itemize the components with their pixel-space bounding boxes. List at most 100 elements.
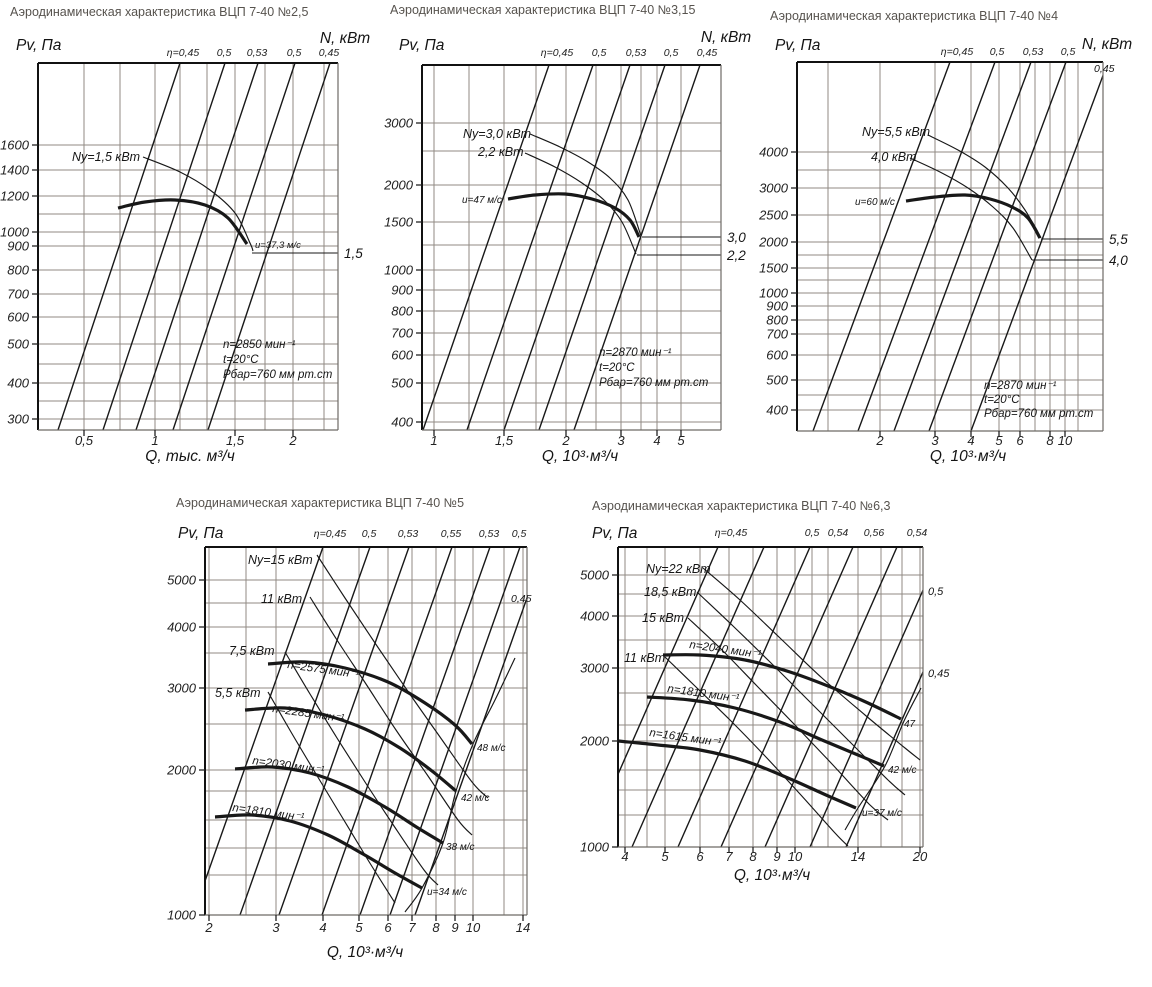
y-tick-label: 3000 <box>384 116 414 131</box>
power-label: Ny=1,5 кВт <box>72 150 140 164</box>
efficiency-label: 0,45 <box>319 47 340 59</box>
efficiency-label: η=0,45 <box>941 46 974 58</box>
n-scale-value: 5,5 <box>1109 232 1128 247</box>
n-axis-label: N, кВт <box>320 30 370 47</box>
y-tick-label: 900 <box>7 239 29 254</box>
chart-vcp-6-3: 5000 4000 3000 2000 1000 4 5 6 7 8 9 10 14 20 η=0,45 0,… <box>579 499 950 884</box>
curves <box>57 63 331 430</box>
conditions-line: Рбар=760 мм рт.ст <box>223 369 333 381</box>
tick-marks <box>791 151 1066 437</box>
efficiency-label: 0,5 <box>664 47 679 59</box>
efficiency-label: 0,5 <box>512 528 527 540</box>
u-speed-label: 48 м/с <box>477 743 506 754</box>
x-tick-label: 4 <box>967 433 974 448</box>
efficiency-side-label: 0,45 <box>511 593 532 605</box>
n-scale-value: 4,0 <box>1109 253 1128 268</box>
y-tick-label: 700 <box>766 327 788 342</box>
efficiency-line <box>764 547 898 847</box>
x-tick-label: 4 <box>653 433 660 448</box>
efficiency-line <box>321 547 453 915</box>
efficiency-line <box>812 62 951 431</box>
u-speed-label: u=34 м/с <box>427 887 467 898</box>
x-tick-label: 5 <box>995 433 1003 448</box>
x-tick-label: 6 <box>1016 433 1024 448</box>
y-tick-label: 500 <box>391 376 413 391</box>
power-curve <box>844 687 922 831</box>
power-label: Ny=22 кВт <box>646 562 711 576</box>
grid <box>618 547 923 848</box>
power-curve <box>142 156 254 252</box>
u-speed-label: 38 м/с <box>446 842 475 853</box>
x-tick-label: 1,5 <box>226 433 245 448</box>
rpm-label: n=1810 мин⁻¹ <box>232 802 306 824</box>
power-curve <box>927 134 1042 239</box>
x-tick-label: 8 <box>749 849 757 864</box>
x-tick-label: 1 <box>151 433 158 448</box>
y-tick-label: 1000 <box>384 263 414 278</box>
efficiency-line <box>970 73 1103 431</box>
pressure-curve <box>267 660 474 746</box>
efficiency-line <box>102 63 226 430</box>
u-speed-label: u=60 м/с <box>855 197 895 208</box>
y-tick-label: 1600 <box>0 138 30 153</box>
efficiency-label: 0,5 <box>592 47 607 59</box>
u-speed-label: 42 м/с <box>461 793 490 804</box>
efficiency-line <box>359 547 491 915</box>
efficiency-label: 0,53 <box>479 528 500 540</box>
y-axis-label: Pv, Па <box>16 37 62 54</box>
power-label: 15 кВт <box>642 611 684 625</box>
power-label: 11 кВт <box>624 651 665 665</box>
y-tick-label: 2000 <box>383 178 414 193</box>
x-tick-label: 10 <box>788 849 803 864</box>
n-scale-value: 3,0 <box>727 230 746 245</box>
pressure-curve <box>214 813 423 890</box>
y-tick-label: 1500 <box>384 215 414 230</box>
grid <box>797 62 1103 431</box>
x-tick-label: 6 <box>384 920 392 935</box>
efficiency-side-label: 0,5 <box>928 586 944 598</box>
conditions-line: Рбар=760 мм рт.ст <box>599 377 709 389</box>
x-tick-label: 2 <box>204 920 213 935</box>
y-tick-label: 1000 <box>167 908 197 923</box>
x-tick-label: 8 <box>1046 433 1054 448</box>
efficiency-line <box>207 63 331 430</box>
y-tick-label: 800 <box>7 263 29 278</box>
tick-marks <box>199 579 524 921</box>
chart-title: Аэродинамическая характеристика ВЦП 7-40… <box>770 9 1058 23</box>
y-tick-label: 1500 <box>759 261 789 276</box>
rpm-label: n=2030 мин⁻¹ <box>252 755 326 777</box>
efficiency-line <box>928 62 1067 431</box>
x-tick-label: 20 <box>912 849 928 864</box>
y-tick-label: 4000 <box>167 620 197 635</box>
y-tick-label: 2000 <box>758 235 789 250</box>
x-tick-label: 14 <box>851 849 865 864</box>
efficiency-label: 0,56 <box>864 527 885 539</box>
y-tick-label: 700 <box>7 287 29 302</box>
x-tick-label: 10 <box>466 920 481 935</box>
u-speed-label: u=37,3 м/с <box>255 240 301 251</box>
x-tick-label: 5 <box>355 920 363 935</box>
y-tick-label: 2000 <box>166 763 197 778</box>
u-speed-label: u=47 м/с <box>462 195 502 206</box>
y-tick-label: 500 <box>766 373 788 388</box>
x-tick-label: 4 <box>621 849 628 864</box>
y-tick-label: 800 <box>766 313 788 328</box>
conditions-line: n=2870 мин⁻¹ <box>984 380 1057 392</box>
x-tick-label: 3 <box>931 433 939 448</box>
pressure-curve <box>905 193 1042 239</box>
conditions-line: n=2850 мин⁻¹ <box>223 339 296 351</box>
x-tick-label: 4 <box>319 920 326 935</box>
y-tick-label: 500 <box>7 337 29 352</box>
conditions-line: t=20°C <box>223 354 259 366</box>
power-label: 5,5 кВт <box>215 686 261 700</box>
efficiency-label: η=0,45 <box>715 527 748 539</box>
power-curve <box>687 617 889 821</box>
conditions-line: Рбар=760 мм рт.ст <box>984 408 1094 420</box>
x-tick-label: 9 <box>451 920 458 935</box>
efficiency-line <box>503 65 631 430</box>
efficiency-label: 0,53 <box>1023 46 1044 58</box>
curves <box>422 65 701 430</box>
power-label: 11 кВт <box>261 592 302 606</box>
